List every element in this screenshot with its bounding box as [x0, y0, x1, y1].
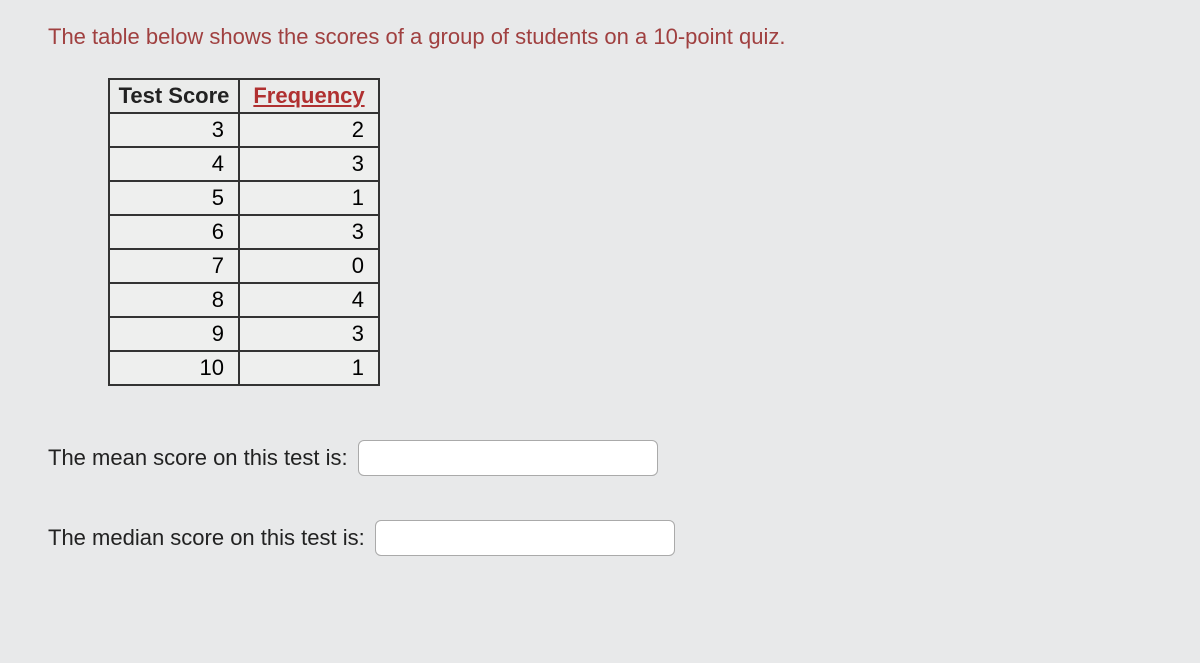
table-row: 9 3	[109, 317, 379, 351]
frequency-link[interactable]: Frequency	[253, 83, 364, 108]
mean-input[interactable]	[358, 440, 658, 476]
table-row: 8 4	[109, 283, 379, 317]
cell-score: 10	[109, 351, 239, 385]
cell-score: 6	[109, 215, 239, 249]
table-row: 4 3	[109, 147, 379, 181]
cell-freq: 1	[239, 181, 379, 215]
table-row: 6 3	[109, 215, 379, 249]
table-row: 7 0	[109, 249, 379, 283]
cell-score: 7	[109, 249, 239, 283]
mean-label: The mean score on this test is:	[48, 445, 348, 471]
cell-score: 3	[109, 113, 239, 147]
median-label: The median score on this test is:	[48, 525, 365, 551]
cell-score: 4	[109, 147, 239, 181]
table-row: 5 1	[109, 181, 379, 215]
cell-freq: 1	[239, 351, 379, 385]
cell-score: 8	[109, 283, 239, 317]
col-header-frequency: Frequency	[239, 79, 379, 113]
cell-freq: 0	[239, 249, 379, 283]
table-row: 10 1	[109, 351, 379, 385]
frequency-table: Test Score Frequency 3 2 4 3 5 1	[108, 78, 380, 386]
cell-freq: 3	[239, 147, 379, 181]
cell-freq: 3	[239, 317, 379, 351]
question-page: The table below shows the scores of a gr…	[0, 0, 1200, 556]
cell-freq: 2	[239, 113, 379, 147]
table-row: 3 2	[109, 113, 379, 147]
median-input[interactable]	[375, 520, 675, 556]
median-answer-row: The median score on this test is:	[48, 520, 1152, 556]
cell-freq: 4	[239, 283, 379, 317]
mean-answer-row: The mean score on this test is:	[48, 440, 1152, 476]
table-header-row: Test Score Frequency	[109, 79, 379, 113]
col-header-score: Test Score	[109, 79, 239, 113]
cell-score: 9	[109, 317, 239, 351]
cell-score: 5	[109, 181, 239, 215]
frequency-table-container: Test Score Frequency 3 2 4 3 5 1	[108, 78, 1152, 386]
question-prompt: The table below shows the scores of a gr…	[48, 24, 1152, 50]
cell-freq: 3	[239, 215, 379, 249]
